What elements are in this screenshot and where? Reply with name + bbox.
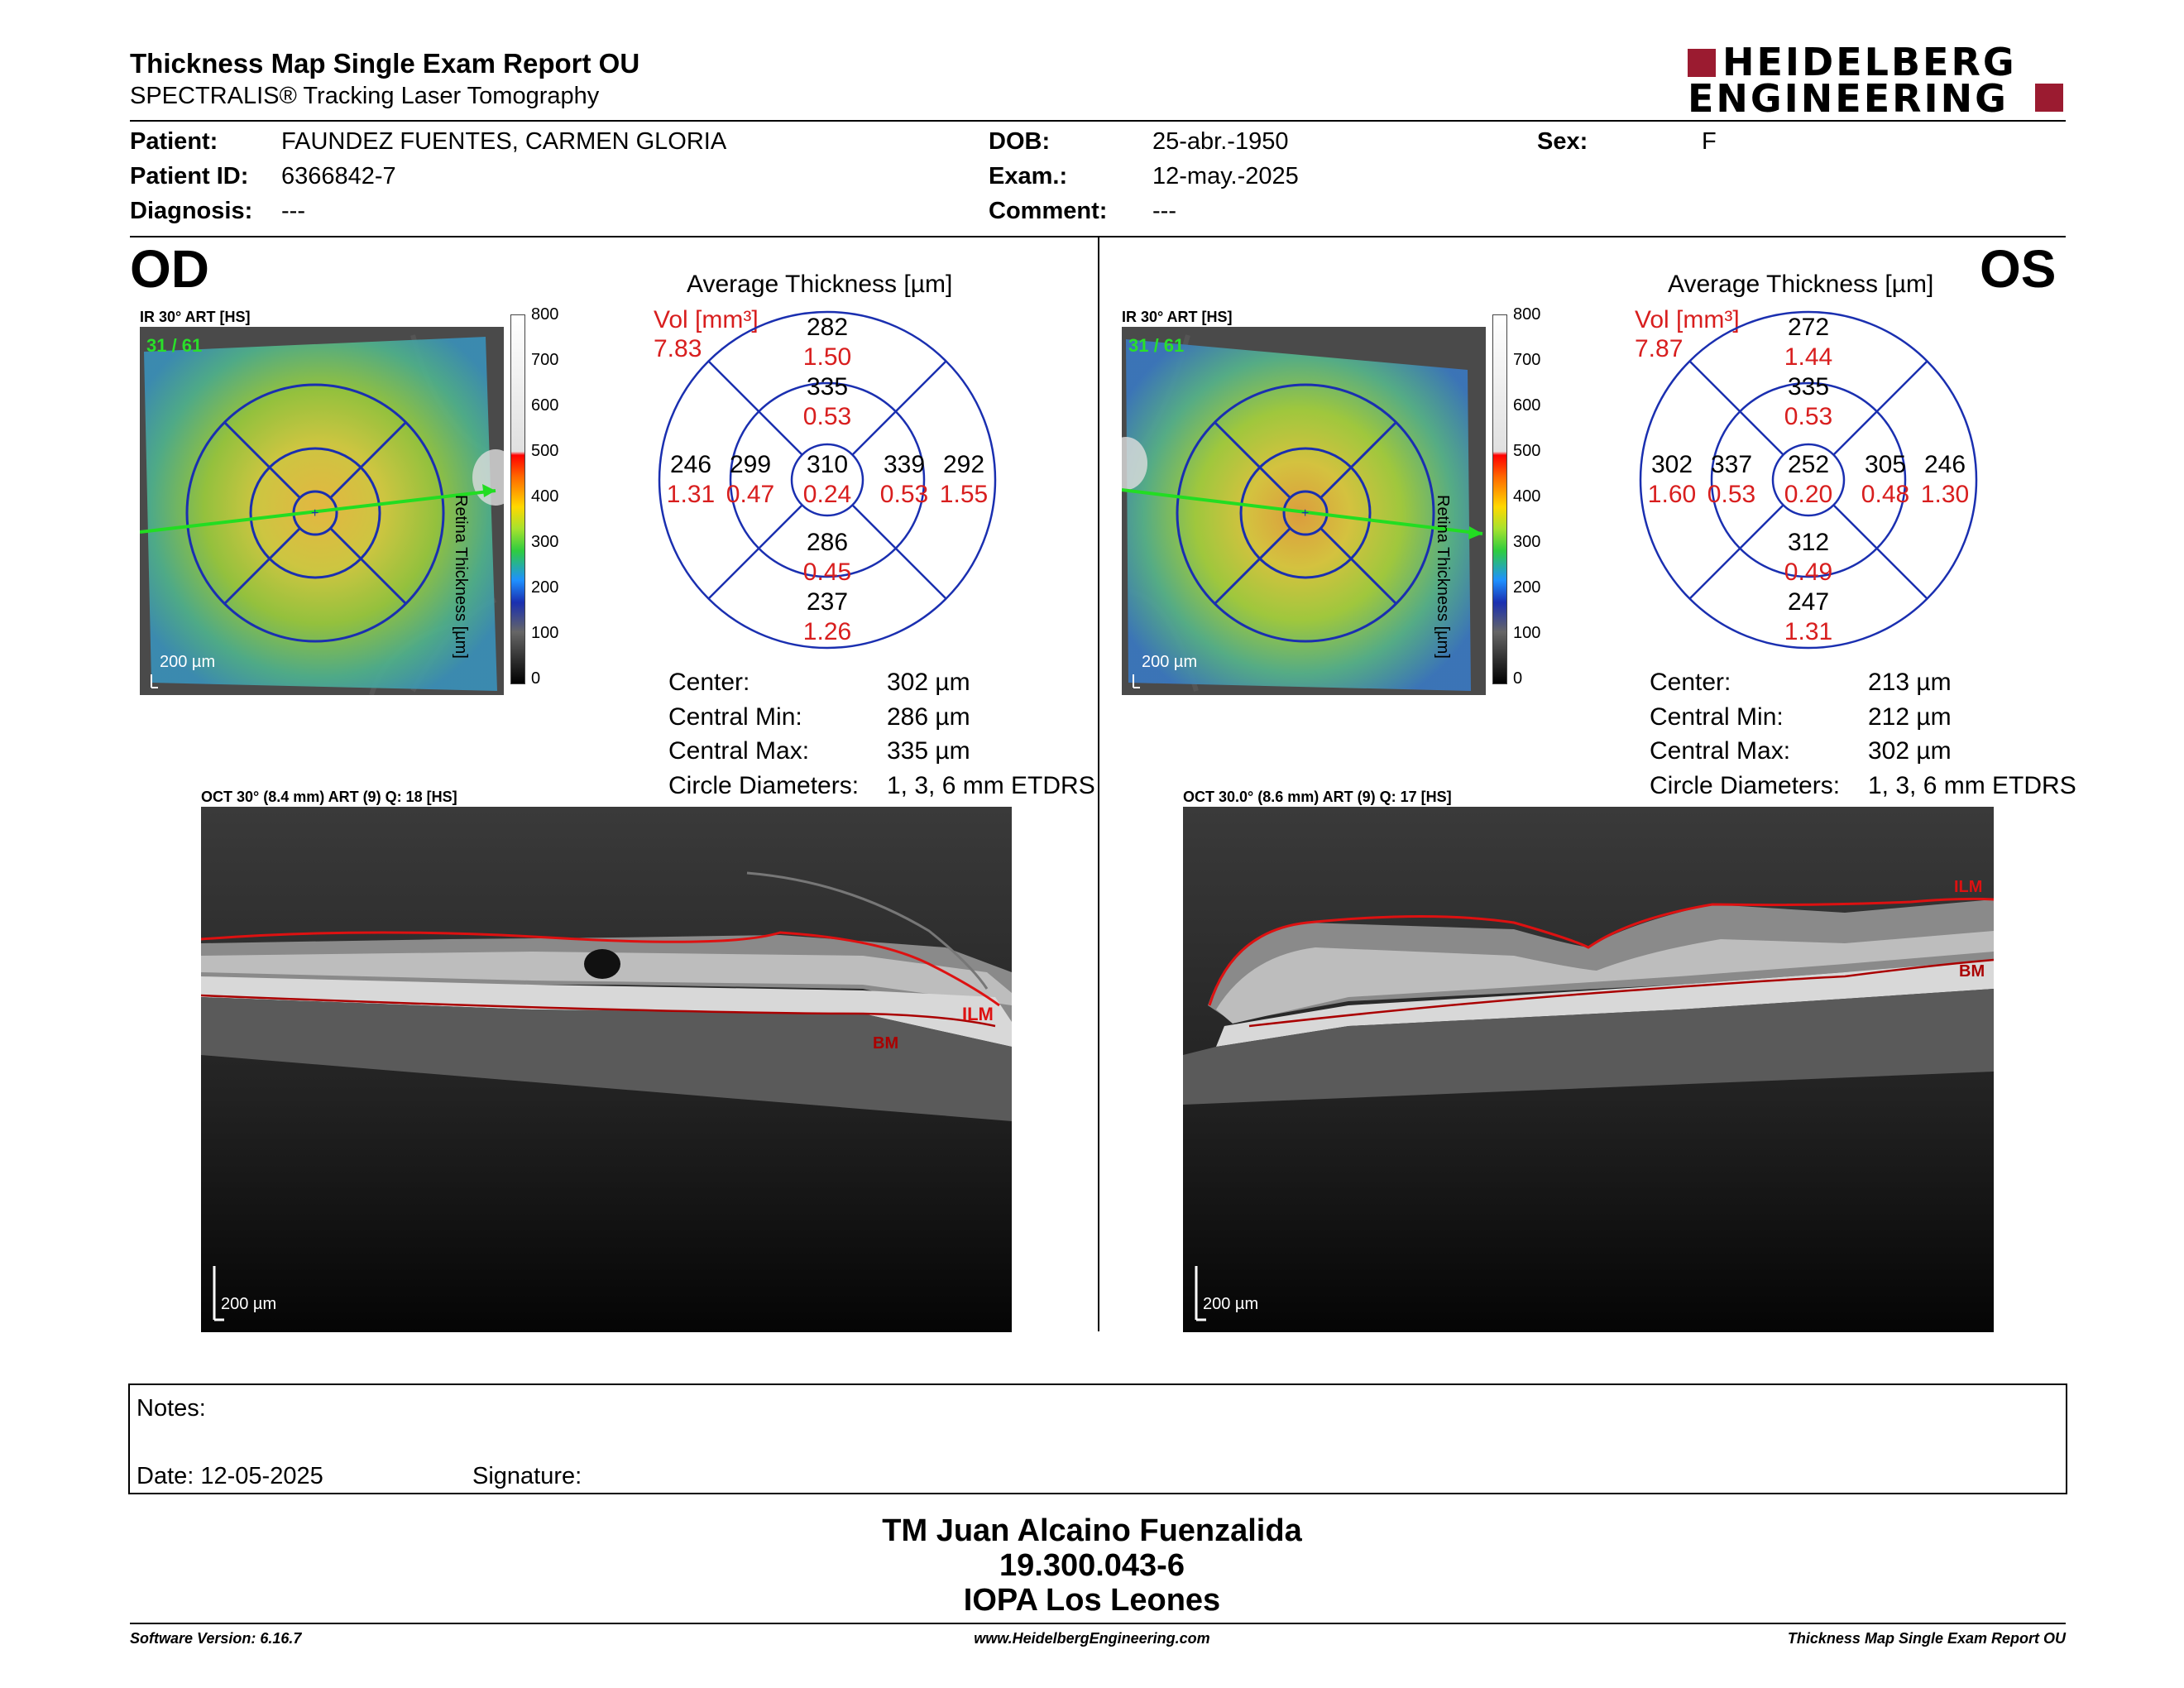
os-frame-counter: 31 / 61: [1128, 335, 1185, 356]
os-inner-superior: 335 0.53: [1784, 373, 1833, 430]
os-colorbar-title: Retina Thickness [µm]: [1434, 495, 1452, 659]
od-center-label: Center:: [668, 669, 750, 696]
od-vol-label: Vol [mm³]: [654, 306, 759, 333]
svg-text:+: +: [311, 506, 318, 520]
report-title: Thickness Map Single Exam Report OU: [130, 48, 640, 79]
od-oct-caption: OCT 30° (8.4 mm) ART (9) Q: 18 [HS]: [201, 789, 457, 805]
footer-url[interactable]: www.HeidelbergEngineering.com: [974, 1630, 1210, 1647]
os-outer-left: 302 1.60: [1647, 451, 1697, 508]
signoff-id: 19.300.043-6: [999, 1548, 1185, 1583]
od-outer-right: 292 1.55: [939, 451, 989, 508]
od-colorbar-ticks: 800 700 600 500 400 300 200 100 0: [531, 305, 559, 688]
os-bm-label: BM: [1959, 962, 1985, 981]
od-inner-right: 339 0.53: [879, 451, 929, 508]
notes-label: Notes:: [136, 1395, 206, 1422]
os-center-label: Center:: [1650, 669, 1731, 696]
patient-name: FAUNDEZ FUENTES, CARMEN GLORIA: [281, 128, 727, 155]
sex-label: Sex:: [1537, 128, 1588, 155]
od-avg-title: Average Thickness [µm]: [687, 271, 953, 298]
signoff-name: TM Juan Alcaino Fuenzalida: [882, 1513, 1302, 1548]
footer-report-name: Thickness Map Single Exam Report OU: [1787, 1630, 2066, 1647]
dob-value: 25-abr.-1950: [1152, 128, 1289, 155]
od-max-label: Central Max:: [668, 737, 810, 765]
od-diam-value: 1, 3, 6 mm ETDRS: [887, 772, 1095, 799]
os-outer-inferior: 247 1.31: [1784, 588, 1833, 645]
od-ir-caption: IR 30° ART [HS]: [140, 309, 251, 325]
os-diam-label: Circle Diameters:: [1650, 772, 1841, 799]
os-vol-label: Vol [mm³]: [1635, 306, 1740, 333]
comment-value: ---: [1152, 198, 1176, 224]
od-eye-label: OD: [130, 239, 209, 299]
os-max-value: 302 µm: [1868, 737, 1952, 765]
od-outer-superior: 282 1.50: [802, 314, 852, 371]
signature-label: Signature:: [472, 1463, 582, 1489]
os-avg-title: Average Thickness [µm]: [1668, 271, 1934, 298]
od-colorbar: [510, 314, 525, 684]
sex-value: F: [1702, 128, 1717, 155]
od-min-value: 286 µm: [887, 703, 970, 731]
od-inner-superior: 335 0.53: [802, 373, 852, 430]
od-oct-scan: ILM BM 200 µm: [201, 807, 1012, 1332]
svg-text:+: +: [1301, 506, 1309, 520]
od-ilm-label: ILM: [962, 1004, 994, 1024]
heidelberg-logo: HEIDELBERG ENGINEERING: [1688, 42, 2068, 118]
od-center-value: 302 µm: [887, 669, 970, 696]
os-diam-value: 1, 3, 6 mm ETDRS: [1868, 772, 2076, 799]
os-oct-scan: ILM BM 200 µm: [1183, 807, 1994, 1332]
os-eye-label: OS: [1980, 239, 2057, 299]
od-max-value: 335 µm: [887, 737, 970, 765]
signoff-block: TM Juan Alcaino Fuenzalida 19.300.043-6 …: [0, 1513, 2184, 1618]
os-etdrs-grid: [1639, 310, 1978, 650]
os-inner-left: 337 0.53: [1707, 451, 1756, 508]
os-center-value: 213 µm: [1868, 669, 1952, 696]
os-colorbar: [1492, 314, 1507, 684]
os-fundus-image: + 31 / 61 200 µm: [1122, 327, 1486, 695]
os-min-value: 212 µm: [1868, 703, 1952, 731]
os-outer-right: 246 1.30: [1920, 451, 1970, 508]
os-center: 252 0.20: [1784, 451, 1833, 508]
os-ilm-label: ILM: [1954, 878, 1983, 896]
od-inner-inferior: 286 0.45: [802, 529, 852, 586]
os-vol-value: 7.87: [1635, 335, 1684, 362]
os-fundus-scale: 200 µm: [1142, 653, 1198, 671]
od-oct-scale: 200 µm: [221, 1295, 277, 1313]
dob-label: DOB:: [989, 128, 1051, 155]
os-oct-scale: 200 µm: [1203, 1295, 1259, 1313]
os-oct-caption: OCT 30.0° (8.6 mm) ART (9) Q: 17 [HS]: [1183, 789, 1452, 805]
os-outer-superior: 272 1.44: [1784, 314, 1833, 371]
patient-label: Patient:: [130, 128, 218, 155]
os-min-label: Central Min:: [1650, 703, 1784, 731]
os-inner-right: 305 0.48: [1861, 451, 1910, 508]
exam-label: Exam.:: [989, 163, 1068, 189]
os-inner-inferior: 312 0.49: [1784, 529, 1833, 586]
od-outer-inferior: 237 1.26: [802, 588, 852, 645]
notes-date: Date: 12-05-2025: [136, 1463, 323, 1489]
notes-box: Notes: Date: 12-05-2025 Signature:: [128, 1383, 2067, 1494]
od-diam-label: Circle Diameters:: [668, 772, 860, 799]
diagnosis-label: Diagnosis:: [130, 198, 253, 224]
od-etdrs-grid: [658, 310, 997, 650]
od-vol-value: 7.83: [654, 335, 702, 362]
od-inner-left: 299 0.47: [726, 451, 775, 508]
od-center: 310 0.24: [802, 451, 852, 508]
patient-id: 6366842-7: [281, 163, 396, 189]
od-min-label: Central Min:: [668, 703, 802, 731]
od-colorbar-title: Retina Thickness [µm]: [452, 495, 470, 659]
od-fundus-image: + 31 / 61 200 µm: [140, 327, 504, 695]
os-colorbar-ticks: 800 700 600 500 400 300 200 100 0: [1513, 305, 1541, 688]
os-ir-caption: IR 30° ART [HS]: [1122, 309, 1233, 325]
exam-value: 12-may.-2025: [1152, 163, 1299, 189]
od-frame-counter: 31 / 61: [146, 335, 203, 356]
comment-label: Comment:: [989, 198, 1108, 224]
diagnosis-value: ---: [281, 198, 305, 224]
od-outer-left: 246 1.31: [666, 451, 716, 508]
patient-id-label: Patient ID:: [130, 163, 249, 189]
od-bm-label: BM: [873, 1034, 899, 1053]
signoff-clinic: IOPA Los Leones: [963, 1583, 1221, 1618]
report-subtitle: SPECTRALIS® Tracking Laser Tomography: [130, 83, 600, 109]
footer-software-version: Software Version: 6.16.7: [130, 1630, 302, 1647]
od-fundus-scale: 200 µm: [160, 653, 216, 671]
os-max-label: Central Max:: [1650, 737, 1791, 765]
